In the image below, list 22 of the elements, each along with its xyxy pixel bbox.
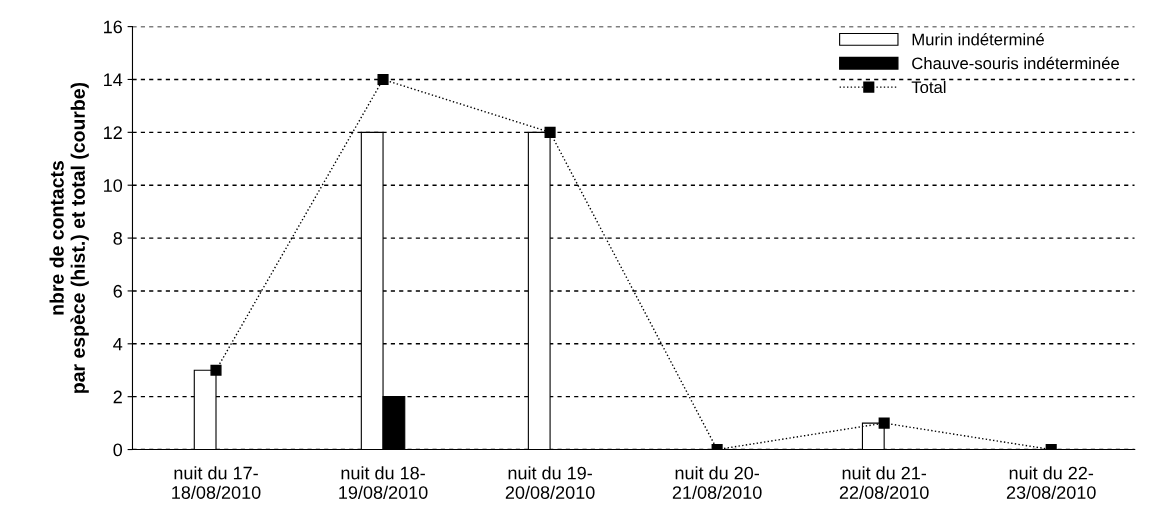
- y-axis-title: nbre de contacts par espèce (hist.) et total (courbe): [49, 82, 89, 393]
- y-tick-label: 4: [113, 337, 123, 351]
- y-tick-label: 10: [104, 179, 123, 192]
- x-tick-label: nuit du 19- 20/08/2010: [505, 466, 595, 499]
- legend-label: Murin indéterminé: [912, 32, 1044, 46]
- x-tick-label: nuit du 17- 18/08/2010: [172, 466, 261, 499]
- y-tick-label: 14: [104, 73, 123, 87]
- legend-label: Chauve-souris indéterminée: [912, 56, 1119, 70]
- point: [377, 73, 389, 86]
- x-tick-label: nuit du 20- 21/08/2010: [672, 466, 762, 499]
- y-tick-label: 0: [113, 443, 123, 457]
- x-tick-label: nuit du 21- 22/08/2010: [839, 466, 929, 499]
- y-tick-label: 6: [113, 284, 122, 298]
- point: [544, 126, 556, 138]
- y-tick-label: 12: [104, 126, 122, 139]
- y-tick-label: 16: [104, 20, 122, 34]
- legend-label: Total: [911, 80, 946, 94]
- y-tick-label: 8: [113, 232, 122, 245]
- x-tick-label: nuit du 22- 23/08/2010: [1006, 466, 1096, 499]
- x-tick-label: nuit du 18- 19/08/2010: [339, 466, 428, 499]
- y-tick-label: 2: [113, 390, 122, 404]
- point: [210, 364, 222, 376]
